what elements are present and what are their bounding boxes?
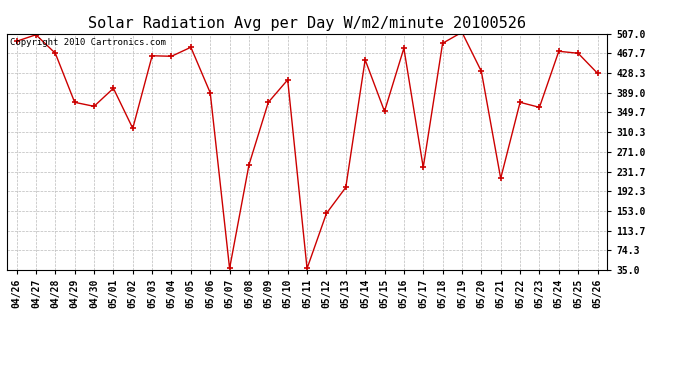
Text: Copyright 2010 Cartronics.com: Copyright 2010 Cartronics.com	[10, 39, 166, 48]
Title: Solar Radiation Avg per Day W/m2/minute 20100526: Solar Radiation Avg per Day W/m2/minute …	[88, 16, 526, 31]
